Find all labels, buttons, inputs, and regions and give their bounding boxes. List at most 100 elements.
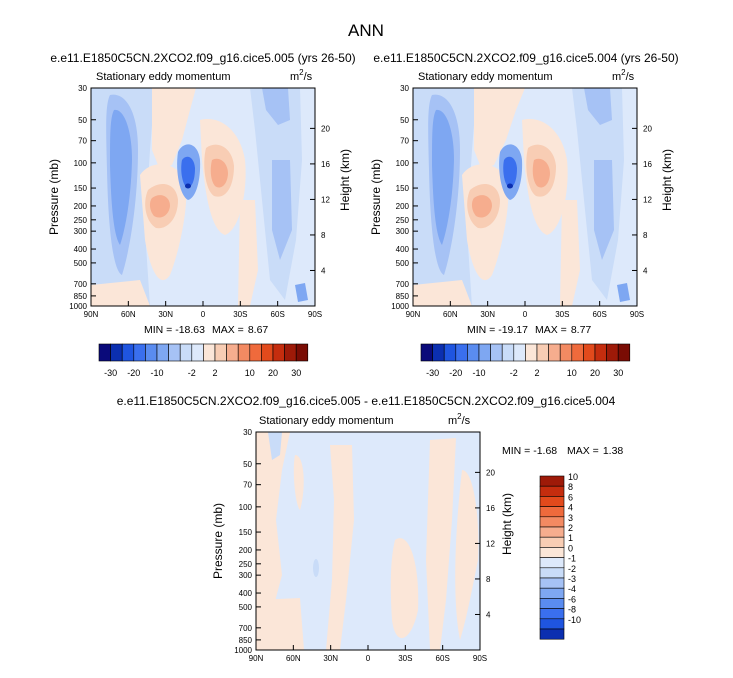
plot-subtitle: Stationary eddy momentum (418, 71, 553, 83)
x-tick-label: 0 (201, 310, 206, 319)
colorbar-label: -2 (188, 368, 196, 378)
y-tick-label: 70 (400, 137, 409, 146)
y-tick-label: 1000 (391, 302, 409, 311)
colorbar-swatch (121, 343, 135, 362)
y-tick-label: 250 (396, 216, 410, 225)
colorbar-label: 30 (291, 368, 301, 378)
colorbar-swatch (606, 343, 619, 362)
x-tick-label: 0 (523, 310, 528, 319)
height-tick-label: 20 (643, 124, 652, 133)
x-tick-label: 60S (593, 310, 607, 319)
y-tick-label: 850 (239, 636, 253, 645)
x-axis: 90N 60N 30N 0 30S 60S 90S (249, 645, 487, 663)
contour-region (455, 470, 479, 640)
colorbar-swatch (539, 496, 565, 507)
case-title: e.e11.E1850C5CN.2XCO2.f09_g16.cice5.005 … (50, 51, 355, 65)
colorbar-label: -10 (150, 368, 163, 378)
colorbar-swatch (539, 475, 565, 487)
contour-region (256, 598, 304, 650)
contour-region (474, 88, 525, 170)
x-tick-label: 90N (406, 310, 421, 319)
y-tick-label: 1000 (69, 302, 87, 311)
y-tick-label: 400 (396, 245, 410, 254)
y-tick-label: 500 (74, 259, 88, 268)
min-label: MIN = -1.68 (502, 445, 557, 457)
x-axis: 90N 60N 30N 0 30S 60S 90S (406, 301, 644, 319)
units-label: m2/s (448, 412, 471, 427)
y-tick-label: 100 (396, 159, 410, 168)
page-title: ANN (348, 21, 384, 40)
colorbar-swatch (455, 343, 468, 362)
x-tick-label: 60N (443, 310, 458, 319)
y-tick-label: 500 (239, 603, 253, 612)
y-axis-height: 4 8 12 16 20 (632, 124, 652, 275)
colorbar-swatch (539, 618, 565, 630)
y-axis-right-label: Height (km) (500, 493, 514, 555)
x-axis: 90N 60N 30N 0 30S 60S 90S (84, 301, 322, 319)
colorbar: -30 -20 -10 -2 2 10 20 30 (420, 343, 631, 378)
max-label: MAX = 8.67 (212, 324, 268, 336)
height-tick-label: 16 (321, 160, 330, 169)
x-tick-label: 60N (121, 310, 136, 319)
x-tick-label: 30N (158, 310, 173, 319)
colorbar-swatch (295, 343, 309, 362)
contour-region (293, 455, 304, 510)
colorbar-swatch (539, 587, 565, 599)
case-title: e.e11.E1850C5CN.2XCO2.f09_g16.cice5.004 … (373, 51, 678, 65)
x-tick-label: 60N (286, 654, 301, 663)
x-tick-label: 90S (308, 310, 322, 319)
colorbar-label: -8 (568, 605, 576, 615)
y-tick-label: 300 (396, 227, 410, 236)
contour-region (326, 445, 354, 650)
colorbar-swatch (539, 628, 565, 640)
y-tick-label: 300 (239, 571, 253, 580)
contour-fill (413, 88, 630, 306)
contour-fill (256, 432, 479, 650)
colorbar-label: 4 (568, 503, 573, 513)
colorbar-swatch (420, 343, 433, 362)
y-tick-label: 200 (239, 546, 253, 555)
x-tick-label: 90N (249, 654, 264, 663)
colorbar-swatch (548, 343, 561, 362)
contour-region (262, 88, 290, 125)
colorbar-swatch (539, 526, 565, 538)
height-tick-label: 12 (643, 195, 652, 204)
y-tick-label: 500 (396, 259, 410, 268)
y-axis-right-label: Height (km) (660, 149, 674, 211)
max-label: MAX = 8.77 (535, 324, 591, 336)
y-tick-label: 50 (243, 460, 252, 469)
colorbar-label: 0 (568, 543, 573, 553)
contour-region (617, 283, 630, 302)
height-tick-label: 8 (643, 231, 648, 240)
contour-region (503, 156, 517, 188)
x-tick-label: 30S (555, 310, 569, 319)
units-label: m2/s (612, 68, 635, 83)
contour-region (560, 200, 580, 306)
colorbar-label: -30 (426, 368, 439, 378)
colorbar-label: -2 (510, 368, 518, 378)
colorbar-swatch (539, 608, 565, 620)
x-tick-label: 90S (473, 654, 487, 663)
y-axis-label: Pressure (mb) (211, 503, 225, 579)
x-tick-label: 60S (436, 654, 450, 663)
colorbar-label: 3 (568, 513, 573, 523)
contour-region (272, 160, 292, 260)
colorbar-swatch (571, 343, 584, 362)
colorbar-swatch (539, 516, 565, 528)
x-tick-label: 60S (271, 310, 285, 319)
contour-region (432, 109, 454, 246)
colorbar-label: -20 (127, 368, 140, 378)
contour-region (152, 88, 196, 170)
y-axis-right-label: Height (km) (338, 149, 352, 211)
y-tick-label: 850 (396, 292, 410, 301)
y-tick-label: 70 (78, 137, 87, 146)
y-tick-label: 400 (74, 245, 88, 254)
y-tick-label: 850 (74, 292, 88, 301)
y-tick-label: 300 (74, 227, 88, 236)
contour-fill (91, 88, 308, 306)
contour-region (507, 183, 513, 189)
x-tick-label: 0 (366, 654, 371, 663)
